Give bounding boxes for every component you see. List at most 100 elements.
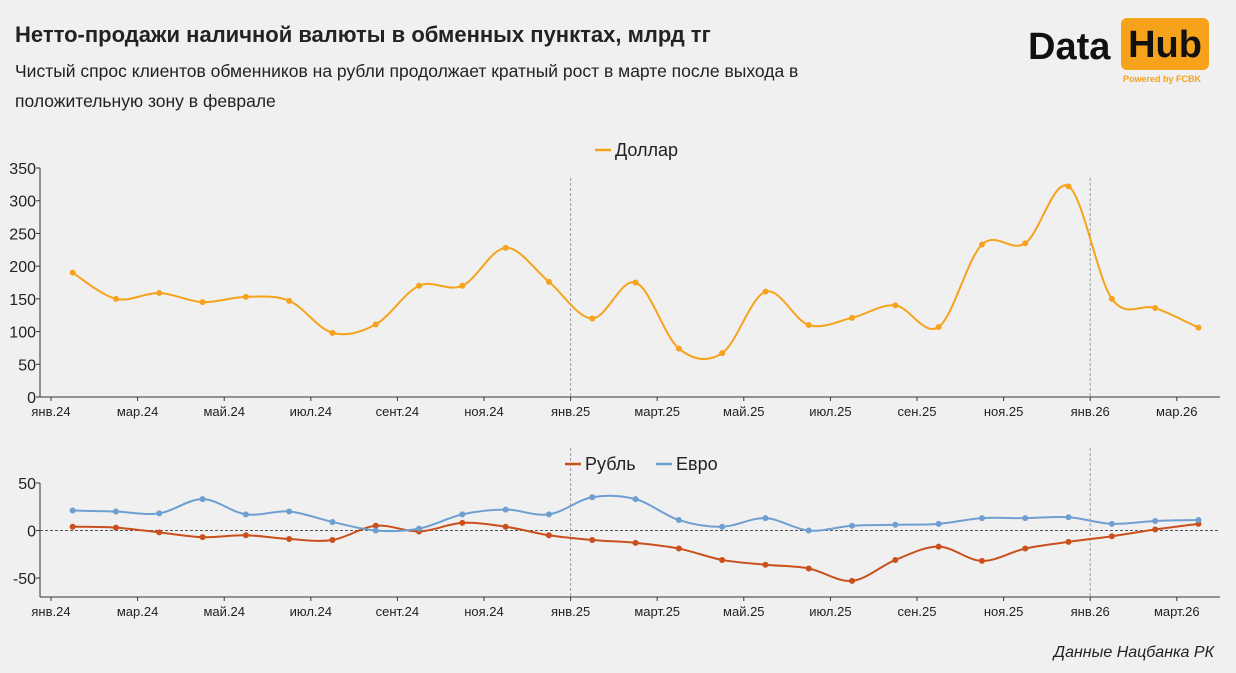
data-point bbox=[459, 282, 466, 289]
data-point bbox=[978, 241, 985, 248]
data-point bbox=[675, 545, 682, 552]
legend-label: Евро bbox=[676, 454, 718, 474]
x-tick-label: янв.26 bbox=[1071, 404, 1110, 419]
y-tick-label: 150 bbox=[9, 292, 36, 309]
y-tick-label: 0 bbox=[27, 524, 36, 541]
data-point bbox=[286, 297, 293, 304]
logo-word-data: Data bbox=[1028, 26, 1111, 68]
x-tick-label: май.25 bbox=[723, 404, 765, 419]
x-tick-label: май.24 bbox=[203, 604, 245, 619]
data-point bbox=[329, 537, 336, 543]
y-tick-label: 250 bbox=[9, 226, 36, 243]
data-point bbox=[892, 521, 899, 528]
x-tick-label: ноя.24 bbox=[464, 404, 504, 419]
data-point bbox=[199, 496, 206, 503]
y-tick-label: 100 bbox=[9, 325, 36, 342]
data-point bbox=[762, 561, 769, 568]
data-point bbox=[286, 536, 293, 543]
data-point bbox=[69, 269, 76, 276]
y-tick-label: 200 bbox=[9, 259, 36, 276]
data-point bbox=[805, 527, 812, 534]
legend-label: Рубль bbox=[585, 454, 636, 474]
series-line-Доллар bbox=[72, 184, 1199, 360]
x-tick-label: июл.25 bbox=[809, 404, 851, 419]
data-point bbox=[545, 278, 552, 285]
data-point bbox=[1195, 324, 1202, 331]
data-point bbox=[1152, 305, 1159, 312]
data-point bbox=[892, 556, 899, 563]
data-point bbox=[545, 511, 552, 518]
data-point bbox=[892, 302, 899, 309]
data-point bbox=[762, 288, 769, 295]
x-tick-label: март.26 bbox=[1154, 604, 1200, 619]
x-tick-label: мар.26 bbox=[1156, 404, 1197, 419]
data-point bbox=[242, 293, 249, 300]
data-point bbox=[719, 350, 726, 357]
legend-label: Доллар bbox=[615, 140, 678, 160]
data-point bbox=[416, 525, 423, 532]
data-point bbox=[1022, 545, 1029, 552]
data-point bbox=[69, 523, 76, 530]
x-tick-label: март.25 bbox=[634, 404, 680, 419]
x-tick-label: июл.24 bbox=[290, 604, 332, 619]
x-tick-label: сент.24 bbox=[376, 604, 420, 619]
data-point bbox=[632, 496, 639, 503]
data-point bbox=[978, 557, 985, 564]
data-point bbox=[849, 522, 856, 529]
data-point bbox=[935, 543, 942, 550]
y-tick-label: 300 bbox=[9, 194, 36, 211]
data-point bbox=[849, 314, 856, 321]
x-tick-label: ноя.25 bbox=[984, 404, 1024, 419]
x-tick-label: июл.25 bbox=[809, 604, 851, 619]
data-point bbox=[675, 345, 682, 352]
data-point bbox=[286, 508, 293, 515]
x-tick-label: янв.26 bbox=[1071, 604, 1110, 619]
data-point bbox=[1108, 520, 1115, 527]
data-point bbox=[199, 299, 206, 306]
data-point bbox=[112, 295, 119, 302]
data-point bbox=[1195, 517, 1202, 524]
data-point bbox=[1022, 240, 1029, 247]
y-tick-label: 350 bbox=[9, 161, 36, 178]
data-point bbox=[719, 556, 726, 563]
data-point bbox=[545, 532, 552, 539]
data-point bbox=[719, 523, 726, 530]
data-point bbox=[372, 522, 379, 529]
data-point bbox=[1065, 514, 1072, 521]
x-tick-label: сен.25 bbox=[898, 604, 937, 619]
data-point bbox=[112, 508, 119, 515]
x-tick-label: янв.24 bbox=[31, 604, 70, 619]
x-tick-label: июл.24 bbox=[290, 404, 332, 419]
data-point bbox=[242, 511, 249, 518]
data-point bbox=[1065, 183, 1072, 190]
data-point bbox=[329, 329, 336, 336]
x-tick-label: янв.24 bbox=[31, 404, 70, 419]
data-point bbox=[805, 322, 812, 329]
data-point bbox=[372, 321, 379, 328]
data-point bbox=[1022, 515, 1029, 522]
x-tick-label: янв.25 bbox=[551, 404, 590, 419]
logo-tagline: Powered by FCBK bbox=[1123, 74, 1202, 84]
x-tick-label: ноя.24 bbox=[464, 604, 504, 619]
data-point bbox=[416, 282, 423, 289]
data-point bbox=[675, 517, 682, 524]
data-point bbox=[1108, 295, 1115, 302]
series-line-Рубль bbox=[72, 521, 1199, 582]
data-point bbox=[805, 565, 812, 572]
data-point bbox=[1152, 518, 1159, 524]
data-point bbox=[329, 518, 336, 525]
data-point bbox=[69, 507, 76, 514]
data-point bbox=[502, 523, 509, 530]
data-point bbox=[156, 289, 163, 296]
data-point bbox=[632, 279, 639, 286]
y-tick-label: 0 bbox=[27, 390, 36, 407]
x-tick-label: май.25 bbox=[723, 604, 765, 619]
x-tick-label: сент.24 bbox=[376, 404, 420, 419]
data-point bbox=[156, 510, 163, 517]
chart-subtitle: Чистый спрос клиентов обменников на рубл… bbox=[15, 61, 799, 111]
logo-word-hub: Hub bbox=[1121, 18, 1209, 70]
x-tick-label: май.24 bbox=[203, 404, 245, 419]
y-tick-label: -50 bbox=[13, 571, 36, 588]
